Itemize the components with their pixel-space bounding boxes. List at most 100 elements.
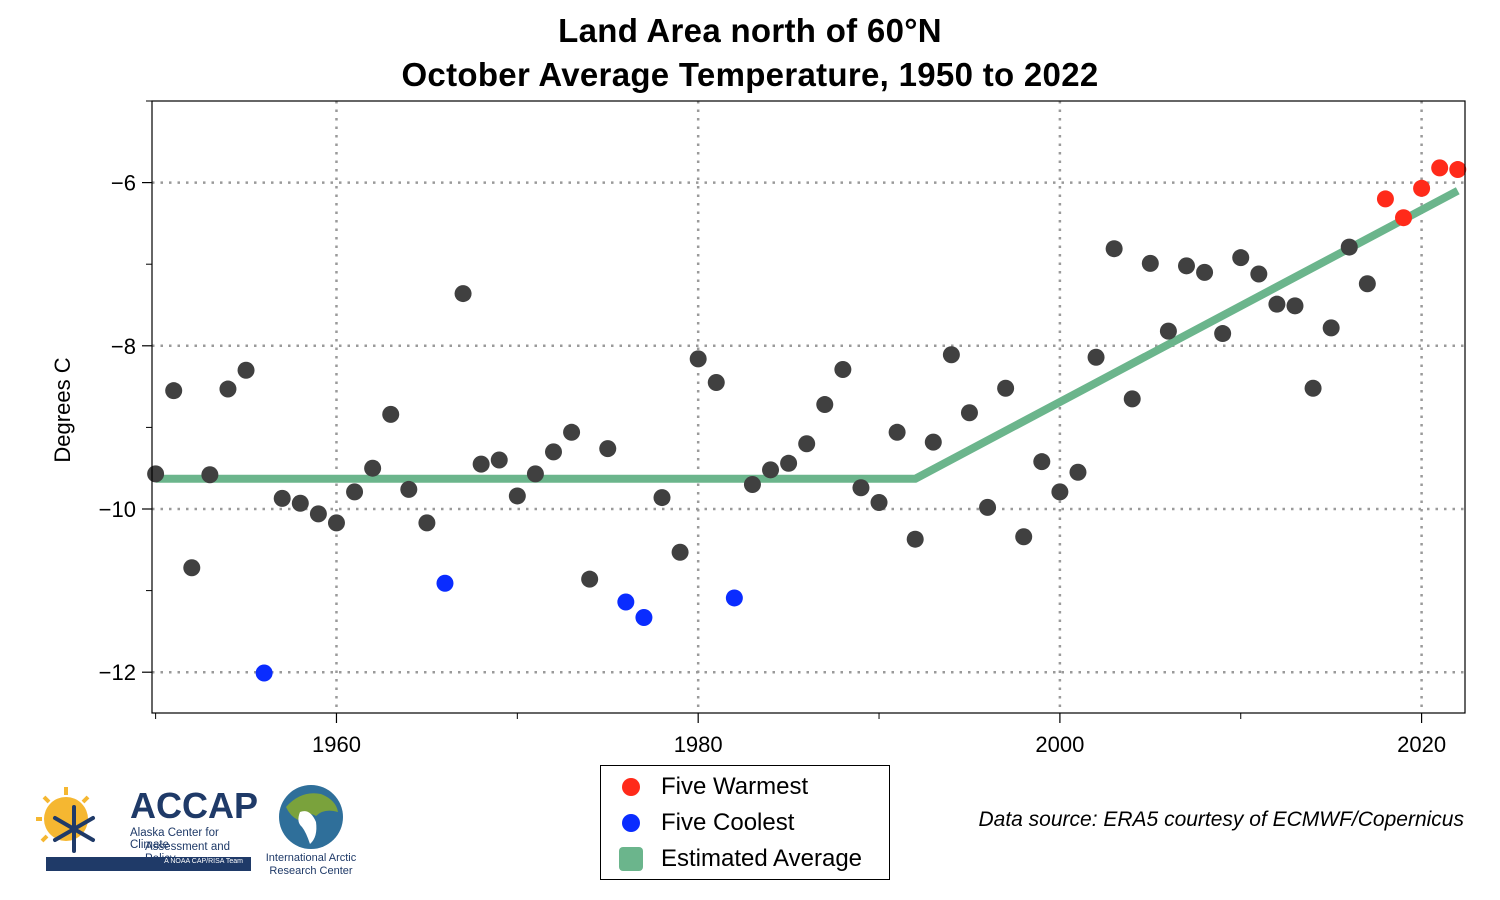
legend-item-warmest: Five Warmest bbox=[601, 771, 808, 803]
legend: Five Warmest Five Coolest Estimated Aver… bbox=[600, 765, 890, 880]
data-point-other-years bbox=[364, 459, 382, 477]
legend-item-average: Estimated Average bbox=[601, 843, 862, 875]
data-point-other-years bbox=[1033, 453, 1051, 471]
data-point-other-years bbox=[762, 461, 780, 479]
accap-tagline: A NOAA CAP/RISA Team bbox=[164, 858, 243, 865]
data-point-other-years bbox=[309, 505, 327, 523]
data-point-five-coolest bbox=[725, 589, 743, 607]
accap-subtitle-1: Alaska Center for Climate bbox=[130, 827, 219, 851]
data-point-other-years bbox=[219, 380, 237, 398]
x-tick-label: 2020 bbox=[1397, 732, 1446, 757]
data-point-other-years bbox=[780, 454, 798, 472]
data-point-other-years bbox=[1232, 249, 1250, 267]
data-point-other-years bbox=[544, 443, 562, 461]
data-point-other-years bbox=[508, 487, 526, 505]
x-tick-label: 2000 bbox=[1035, 732, 1084, 757]
legend-label-coolest: Five Coolest bbox=[661, 809, 795, 836]
data-point-other-years bbox=[472, 455, 490, 473]
data-point-other-years bbox=[1051, 483, 1069, 501]
data-point-other-years bbox=[960, 404, 978, 422]
trend-line-group bbox=[155, 187, 1460, 483]
data-point-other-years bbox=[1141, 254, 1159, 272]
data-point-five-warmest bbox=[1376, 190, 1394, 208]
data-point-other-years bbox=[852, 479, 870, 497]
legend-marker-coolest bbox=[622, 814, 640, 832]
data-point-other-years bbox=[147, 465, 165, 483]
y-tick-label: −10 bbox=[99, 497, 136, 522]
data-source-note: Data source: ERA5 courtesy of ECMWF/Cope… bbox=[978, 808, 1464, 831]
data-point-other-years bbox=[418, 514, 436, 532]
data-point-other-years bbox=[400, 480, 418, 498]
data-point-other-years bbox=[273, 489, 291, 507]
iarc-name-line1: International Arctic bbox=[265, 852, 357, 864]
data-point-other-years bbox=[924, 433, 942, 451]
accap-bar: A NOAA CAP/RISA Team bbox=[46, 857, 251, 871]
data-point-other-years bbox=[599, 440, 617, 458]
data-point-other-years bbox=[689, 350, 707, 368]
data-point-other-years bbox=[581, 570, 599, 588]
data-point-other-years bbox=[997, 379, 1015, 397]
data-point-other-years bbox=[237, 361, 255, 379]
legend-item-coolest: Five Coolest bbox=[601, 807, 794, 839]
data-point-other-years bbox=[1105, 240, 1123, 258]
data-point-five-warmest bbox=[1395, 209, 1413, 227]
data-point-five-warmest bbox=[1449, 161, 1467, 179]
data-point-five-warmest bbox=[1431, 159, 1449, 177]
data-point-other-years bbox=[327, 514, 345, 532]
data-point-other-years bbox=[798, 435, 816, 453]
legend-label-warmest: Five Warmest bbox=[661, 773, 809, 800]
data-point-other-years bbox=[1123, 390, 1141, 408]
data-point-other-years bbox=[816, 396, 834, 414]
data-point-other-years bbox=[1250, 265, 1268, 283]
data-point-other-years bbox=[291, 494, 309, 512]
legend-label-average: Estimated Average bbox=[661, 845, 863, 872]
x-tick-label: 1980 bbox=[674, 732, 723, 757]
data-point-other-years bbox=[1196, 263, 1214, 281]
legend-marker-warmest bbox=[622, 778, 640, 796]
data-point-other-years bbox=[834, 360, 852, 378]
data-point-other-years bbox=[346, 483, 364, 501]
accap-wordmark: ACCAP bbox=[130, 785, 259, 826]
y-tick-label: −8 bbox=[111, 334, 136, 359]
accap-logo: ACCAP Alaska Center for Climate Assessme… bbox=[30, 785, 260, 875]
data-point-other-years bbox=[1322, 319, 1340, 337]
data-point-other-years bbox=[870, 493, 888, 511]
data-point-other-years bbox=[526, 465, 544, 483]
data-point-other-years bbox=[454, 285, 472, 303]
data-point-five-coolest bbox=[436, 574, 454, 592]
data-point-other-years bbox=[888, 423, 906, 441]
data-point-other-years bbox=[707, 374, 725, 392]
chart-title-line1: Land Area north of 60°N bbox=[558, 12, 942, 49]
trend-line-estimated-average bbox=[155, 187, 1460, 483]
data-point-five-coolest bbox=[635, 609, 653, 627]
data-point-other-years bbox=[1069, 463, 1087, 481]
data-point-other-years bbox=[743, 476, 761, 494]
data-point-five-coolest bbox=[617, 593, 635, 611]
data-point-other-years bbox=[942, 346, 960, 364]
data-point-other-years bbox=[1340, 238, 1358, 256]
x-tick-label: 1960 bbox=[312, 732, 361, 757]
data-point-other-years bbox=[1214, 325, 1232, 343]
data-point-other-years bbox=[165, 382, 183, 400]
plot-frame bbox=[151, 100, 1466, 714]
data-points bbox=[147, 159, 1467, 682]
data-point-other-years bbox=[1286, 297, 1304, 315]
globe-icon bbox=[279, 785, 343, 849]
y-tick-label: −6 bbox=[111, 171, 136, 196]
data-point-other-years bbox=[979, 498, 997, 516]
chart-title-line2: October Average Temperature, 1950 to 202… bbox=[401, 56, 1099, 93]
data-point-five-coolest bbox=[255, 664, 273, 682]
data-point-other-years bbox=[183, 559, 201, 577]
data-point-other-years bbox=[490, 451, 508, 469]
y-axis-label: Degrees C bbox=[50, 357, 75, 462]
data-point-other-years bbox=[1177, 257, 1195, 275]
iarc-logo: International Arctic Research Center bbox=[256, 782, 366, 882]
data-point-other-years bbox=[1015, 528, 1033, 546]
data-point-five-warmest bbox=[1413, 179, 1431, 197]
data-point-other-years bbox=[201, 466, 219, 484]
data-point-other-years bbox=[563, 423, 581, 441]
axis-ticks: 1960 1980 2000 2020 −12 −10 −8 −6 bbox=[99, 100, 1446, 757]
data-point-other-years bbox=[382, 405, 400, 423]
data-point-other-years bbox=[1304, 379, 1322, 397]
y-tick-label: −12 bbox=[99, 660, 136, 685]
